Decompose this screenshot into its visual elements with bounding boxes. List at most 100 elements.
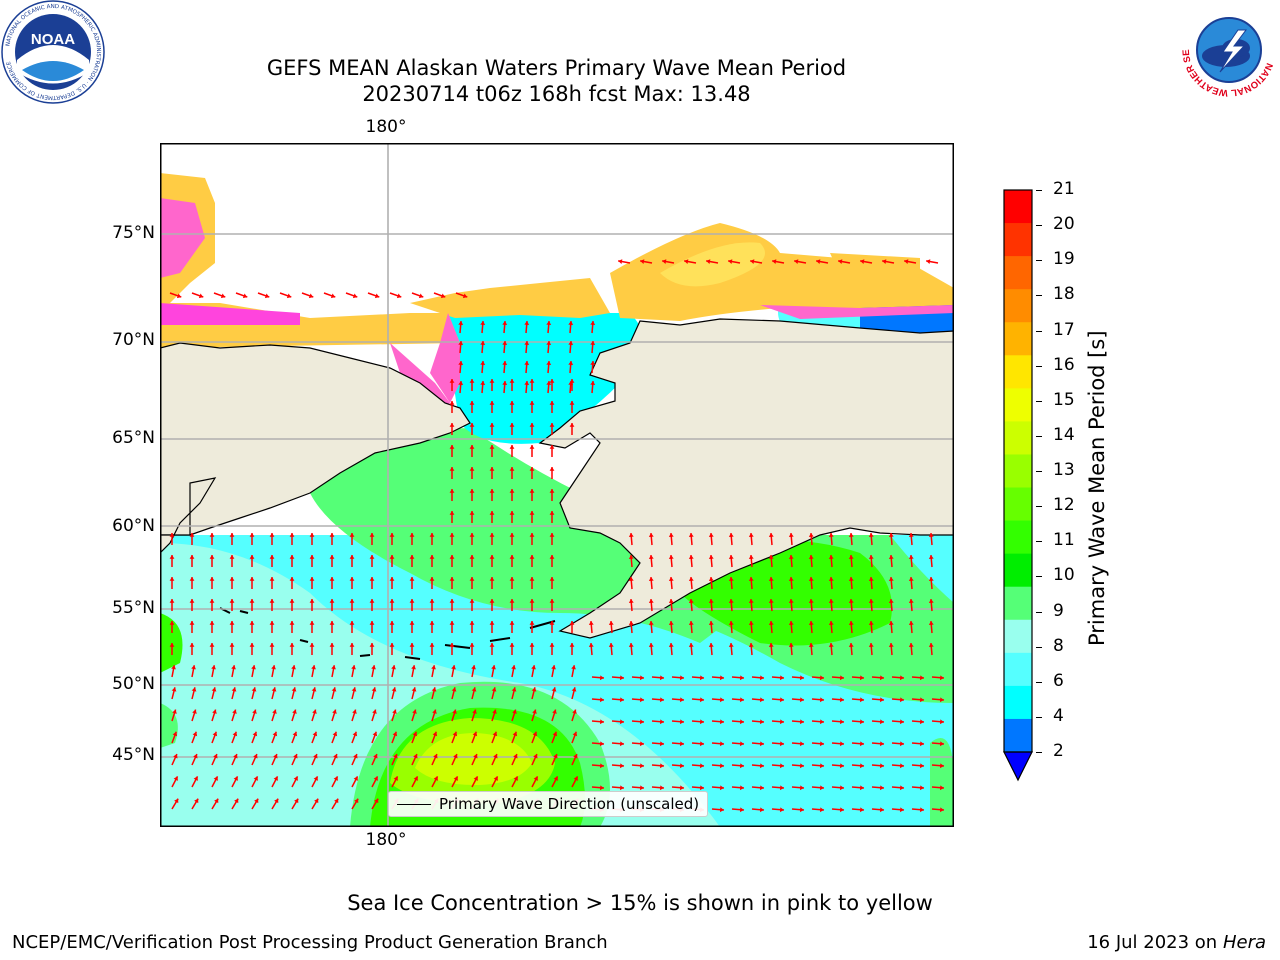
wave-arrow-head	[489, 445, 495, 449]
wave-arrow-head	[333, 776, 338, 781]
wave-arrow-head	[524, 341, 530, 346]
wave-arrow-head	[779, 697, 784, 703]
wave-arrow-head	[209, 621, 215, 625]
wave-arrow-head	[418, 293, 424, 299]
wave-arrow-head	[473, 776, 478, 781]
wave-arrow-head	[551, 687, 557, 692]
wave-arrow-head	[252, 709, 257, 714]
wave-arrow-head	[332, 709, 337, 714]
wave-arrow-head	[748, 621, 754, 626]
wave-arrow-head	[393, 754, 398, 759]
wave-arrow-head	[619, 741, 624, 747]
wave-arrow-head	[314, 798, 319, 804]
wave-arrow-head	[808, 577, 814, 582]
wave-arrow-head	[509, 511, 515, 515]
nws-logo: NATIONAL WEATHER SERVICE	[1175, 0, 1280, 100]
wave-arrow-head	[313, 776, 318, 781]
wave-arrow-head	[739, 741, 744, 747]
wave-arrow-head	[549, 599, 555, 603]
wave-arrow-head	[552, 709, 557, 714]
wave-arrow-head	[169, 533, 175, 537]
wave-arrow-head	[529, 533, 535, 537]
wave-arrow-head	[819, 719, 824, 725]
map-panel: Primary Wave Direction (unscaled)	[160, 143, 954, 827]
colorbar-tick-label: 21	[1053, 179, 1075, 199]
wave-arrow-head	[748, 533, 754, 538]
wave-arrow-head	[719, 719, 724, 725]
wave-arrow-head	[440, 293, 446, 299]
wave-arrow-head	[509, 445, 515, 449]
wave-arrow-head	[232, 709, 237, 714]
wave-arrow-head	[939, 785, 944, 791]
wave-arrow-head	[194, 798, 199, 804]
wave-arrow-head	[639, 675, 644, 681]
wave-arrow-head	[492, 731, 498, 737]
wave-arrow-head	[546, 361, 552, 366]
wave-arrow-head	[568, 341, 574, 346]
wave-arrow-head	[411, 665, 416, 670]
wave-arrow-head	[189, 555, 195, 559]
wave-arrow-head	[928, 555, 934, 560]
wave-arrow-head	[189, 533, 195, 537]
wave-arrow-head	[549, 511, 555, 515]
wave-arrow-head	[759, 807, 764, 813]
wave-arrow-head	[209, 533, 215, 537]
wave-arrow-head	[309, 533, 315, 537]
colorbar-tick-mark	[1036, 400, 1042, 402]
wave-arrow-head	[431, 665, 436, 670]
wave-arrow-head	[819, 763, 824, 769]
graticule	[160, 143, 954, 827]
wave-arrow-head	[493, 754, 498, 759]
wave-arrow-head	[312, 709, 317, 714]
wave-arrow-head	[529, 577, 535, 581]
wave-arrow-head	[569, 643, 575, 647]
colorbar-tick-mark	[1036, 330, 1042, 332]
wave-arrow-head	[449, 423, 455, 427]
colorbar-tick-label: 9	[1053, 600, 1064, 621]
wave-arrow-head	[389, 599, 395, 603]
wave-arrow-head	[489, 533, 495, 537]
colorbar-block	[1004, 355, 1032, 389]
colorbar	[1000, 185, 1036, 785]
wave-arrow-head	[291, 687, 297, 692]
wave-arrow-head	[819, 741, 824, 747]
wave-arrow-head	[391, 665, 396, 670]
wave-arrow-head	[469, 379, 475, 383]
wave-arrow-head	[899, 785, 904, 791]
wave-arrow-head	[389, 533, 395, 537]
wave-arrow-head	[211, 687, 217, 692]
wave-arrow-head	[529, 445, 535, 449]
wave-arrow-head	[451, 687, 457, 692]
wave-arrow-head	[308, 293, 314, 299]
wave-arrow-head	[588, 621, 594, 626]
colorbar-tick-label: 15	[1053, 389, 1075, 410]
wave-arrow-head	[549, 489, 555, 493]
wave-arrow-head	[590, 361, 596, 366]
wave-arrow-head	[668, 577, 674, 582]
wave-arrow-head	[429, 577, 435, 581]
colorbar-tick-label: 11	[1053, 530, 1075, 551]
colorbar-tick-mark	[1036, 506, 1042, 508]
wave-arrow-head	[529, 599, 535, 603]
wave-arrow-head	[750, 259, 755, 264]
wave-arrow-head	[571, 687, 577, 692]
wave-arrow-head	[779, 675, 784, 681]
wave-arrow-head	[799, 697, 804, 703]
wave-arrow-head	[449, 467, 455, 471]
wave-arrow-head	[639, 741, 644, 747]
wave-arrow-head	[289, 643, 295, 647]
wave-arrow-head	[908, 599, 914, 604]
wave-arrow-head	[549, 379, 555, 383]
lat-label-60: 60°N	[112, 516, 155, 536]
production-date-text: 16 Jul 2023 on	[1087, 932, 1218, 953]
wave-arrow-head	[389, 555, 395, 559]
wave-arrow-head	[309, 621, 315, 625]
wave-arrow-head	[839, 675, 844, 681]
colorbar-tick-label: 13	[1053, 460, 1075, 480]
wave-arrow-head	[529, 467, 535, 471]
wave-arrow-head	[684, 259, 689, 264]
wave-arrow-head	[679, 697, 684, 703]
wave-arrow-head	[469, 489, 475, 493]
wave-arrow-head	[759, 785, 764, 791]
wave-arrow-head	[174, 798, 179, 804]
